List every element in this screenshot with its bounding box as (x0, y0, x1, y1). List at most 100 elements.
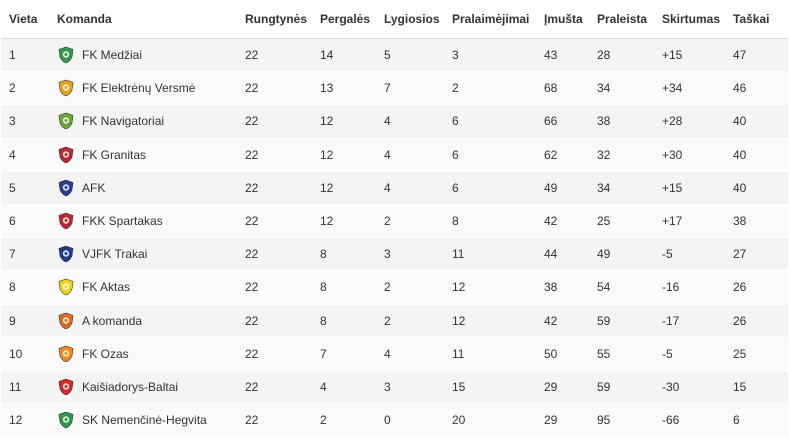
team-wrapper: SK Nemenčinė-Hegvita (57, 411, 237, 429)
lost-cell: 6 (444, 171, 536, 205)
goal-difference-cell: +17 (654, 204, 725, 239)
header-vieta[interactable]: Vieta (1, 0, 49, 39)
team-cell: FK Elektrėnų Versmė (49, 71, 237, 106)
header-pergales[interactable]: Pergalės (312, 0, 376, 39)
table-row[interactable]: 5 AFK 22 12 4 6 49 34 +15 40 (1, 171, 788, 205)
lost-cell: 11 (444, 237, 536, 272)
points-cell: 46 (725, 71, 788, 106)
goals-against-cell: 38 (589, 104, 654, 139)
table-row[interactable]: 2 FK Elektrėnų Versmė 22 13 7 2 68 34 +34 46 (1, 71, 788, 106)
lost-cell: 11 (444, 337, 536, 371)
team-name[interactable]: FK Navigatoriai (82, 114, 165, 129)
lost-cell: 15 (444, 370, 536, 405)
baltai-crest-icon (57, 378, 75, 396)
goal-difference-cell: +15 (654, 171, 725, 205)
table-row[interactable]: 6 FKK Spartakas 22 12 2 8 42 25 +17 38 (1, 204, 788, 239)
team-wrapper: FK Ozas (57, 345, 237, 363)
position-cell: 6 (1, 204, 49, 239)
header-rungtynes[interactable]: Rungtynės (237, 0, 312, 39)
points-cell: 40 (725, 171, 788, 205)
header-taskai[interactable]: Taškai (725, 0, 788, 39)
team-wrapper: FK Aktas (57, 278, 237, 296)
goals-for-cell: 29 (536, 370, 589, 405)
table-row[interactable]: 4 FK Granitas 22 12 4 6 62 32 +30 40 (1, 138, 788, 172)
position-cell: 3 (1, 104, 49, 139)
team-name[interactable]: VJFK Trakai (82, 247, 148, 262)
table-row[interactable]: 10 FK Ozas 22 7 4 11 50 55 -5 25 (1, 337, 788, 371)
points-cell: 26 (725, 270, 788, 305)
spartakas-crest-icon (57, 212, 75, 230)
header-komanda[interactable]: Komanda (49, 0, 237, 39)
played-cell: 22 (237, 104, 312, 139)
goal-difference-cell: -5 (654, 237, 725, 272)
goals-for-cell: 50 (536, 337, 589, 371)
goals-against-cell: 59 (589, 370, 654, 405)
ozas-crest-icon (57, 345, 75, 363)
team-name[interactable]: A komanda (82, 313, 143, 328)
team-name[interactable]: FK Medžiai (82, 48, 143, 63)
drawn-cell: 4 (376, 337, 444, 371)
drawn-cell: 2 (376, 270, 444, 305)
won-cell: 12 (312, 204, 376, 239)
played-cell: 22 (237, 270, 312, 305)
played-cell: 22 (237, 403, 312, 438)
table-row[interactable]: 11 Kaišiadorys-Baltai 22 4 3 15 29 59 -30 15 (1, 370, 788, 405)
points-cell: 47 (725, 38, 788, 73)
goals-against-cell: 32 (589, 138, 654, 172)
played-cell: 22 (237, 71, 312, 106)
header-skirtumas[interactable]: Skirtumas (654, 0, 725, 39)
goals-for-cell: 49 (536, 171, 589, 205)
team-name[interactable]: Kaišiadorys-Baltai (82, 379, 179, 394)
table-row[interactable]: 7 VJFK Trakai 22 8 3 11 44 49 -5 27 (1, 237, 788, 272)
team-wrapper: A komanda (57, 312, 237, 330)
position-cell: 11 (1, 370, 49, 405)
header-pralaimejimai[interactable]: Pralaimėjimai (444, 0, 536, 39)
played-cell: 22 (237, 171, 312, 205)
team-name[interactable]: FK Elektrėnų Versmė (82, 81, 196, 96)
team-name[interactable]: FK Granitas (82, 147, 147, 162)
table-row[interactable]: 12 SK Nemenčinė-Hegvita 22 2 0 20 29 95 -66 6 (1, 403, 788, 438)
drawn-cell: 4 (376, 104, 444, 139)
goal-difference-cell: +30 (654, 138, 725, 172)
header-lygiosios[interactable]: Lygiosios (376, 0, 444, 39)
granitas-crest-icon (57, 146, 75, 164)
afk-crest-icon (57, 179, 75, 197)
position-cell: 4 (1, 138, 49, 172)
goals-for-cell: 29 (536, 403, 589, 438)
team-cell: FK Aktas (49, 270, 237, 305)
team-wrapper: Kaišiadorys-Baltai (57, 378, 237, 396)
header-imusta[interactable]: Įmušta (536, 0, 589, 39)
position-cell: 9 (1, 304, 49, 338)
team-cell: Kaišiadorys-Baltai (49, 370, 237, 405)
table-row[interactable]: 9 A komanda 22 8 2 12 42 59 -17 26 (1, 304, 788, 338)
medziai-crest-icon (57, 46, 75, 64)
team-name[interactable]: SK Nemenčinė-Hegvita (82, 413, 207, 428)
position-cell: 2 (1, 71, 49, 106)
team-wrapper: FKK Spartakas (57, 212, 237, 230)
points-cell: 38 (725, 204, 788, 239)
team-cell: FK Ozas (49, 337, 237, 371)
points-cell: 40 (725, 104, 788, 139)
table-row[interactable]: 1 FK Medžiai 22 14 5 3 43 28 +15 47 (1, 38, 788, 73)
team-name[interactable]: FK Ozas (82, 346, 129, 361)
position-cell: 10 (1, 337, 49, 371)
header-praleista[interactable]: Praleista (589, 0, 654, 39)
won-cell: 4 (312, 370, 376, 405)
lost-cell: 12 (444, 304, 536, 338)
team-wrapper: VJFK Trakai (57, 245, 237, 263)
team-name[interactable]: FKK Spartakas (82, 214, 163, 229)
team-wrapper: FK Elektrėnų Versmė (57, 79, 237, 97)
table-row[interactable]: 8 FK Aktas 22 8 2 12 38 54 -16 26 (1, 270, 788, 305)
table-row[interactable]: 3 FK Navigatoriai 22 12 4 6 66 38 +28 40 (1, 104, 788, 139)
standings-container: Vieta Komanda Rungtynės Pergalės Lygiosi… (1, 0, 788, 438)
drawn-cell: 2 (376, 304, 444, 338)
goals-against-cell: 49 (589, 237, 654, 272)
team-cell: VJFK Trakai (49, 237, 237, 272)
points-cell: 6 (725, 403, 788, 438)
drawn-cell: 3 (376, 237, 444, 272)
goals-against-cell: 54 (589, 270, 654, 305)
goal-difference-cell: -17 (654, 304, 725, 338)
team-name[interactable]: AFK (82, 180, 106, 195)
team-name[interactable]: FK Aktas (82, 280, 131, 295)
goal-difference-cell: -30 (654, 370, 725, 405)
